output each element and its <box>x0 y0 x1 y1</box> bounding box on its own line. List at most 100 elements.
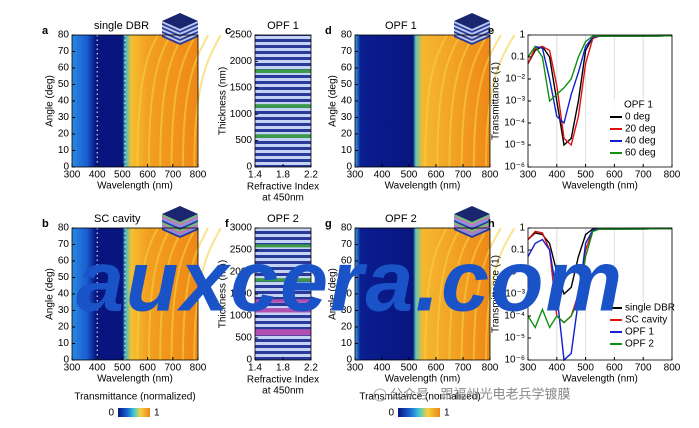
mode-band <box>147 34 172 168</box>
x-tick-label: 1.8 <box>276 363 290 374</box>
y-tick-label: 50 <box>58 272 70 283</box>
heatmap <box>355 228 490 360</box>
heatmap <box>72 228 198 360</box>
y-tick-label: 60 <box>58 256 70 267</box>
x-axis-label: Wavelength (nm) <box>562 181 638 192</box>
panel-letter: d <box>325 25 332 37</box>
y-tick-label: 3000 <box>230 223 253 234</box>
x-tick-label: 700 <box>164 363 181 374</box>
y-axis-label: Thickness (nm) <box>218 260 229 328</box>
layer-band <box>255 308 311 313</box>
inset-layer <box>454 31 490 41</box>
x-tick-label: 500 <box>114 363 131 374</box>
y-tick-label: 10⁻² <box>505 74 525 85</box>
x-tick-label: 500 <box>114 170 131 181</box>
y-tick-label: 80 <box>341 30 353 41</box>
y-axis-label: Thickness (nm) <box>218 67 229 135</box>
y-tick-label: 20 <box>58 322 70 333</box>
watermark: auxcera.com <box>76 234 624 330</box>
legend-label: SC cavity <box>625 315 667 326</box>
panel-title: OPF 2 <box>267 213 299 225</box>
inset-layer <box>162 29 198 39</box>
y-tick-label: 80 <box>341 223 353 234</box>
y-tick-label: 10⁻⁵ <box>504 333 525 344</box>
y-tick-label: 20 <box>58 129 70 140</box>
y-tick-label: 10⁻⁶ <box>504 355 525 366</box>
y-tick-label: 30 <box>341 112 353 123</box>
y-tick-label: 10⁻³ <box>505 96 525 107</box>
inset-layer <box>454 25 490 35</box>
legend-label: 60 deg <box>625 148 656 159</box>
y-tick-label: 10⁻⁶ <box>504 162 525 173</box>
watermark-source: 公众号 · 跟福州光电老兵学镀膜 <box>390 386 571 401</box>
inset-layer <box>162 23 198 33</box>
y-tick-label: 10⁻³ <box>505 289 525 300</box>
inset-top <box>162 13 198 29</box>
legend-label: single DBR <box>625 303 675 314</box>
mode-band <box>136 227 159 361</box>
y-axis-label: Angle (deg) <box>328 268 339 320</box>
inset-layer <box>162 226 198 236</box>
inset-layer <box>454 35 490 45</box>
inset-layer <box>162 216 198 226</box>
x-tick-label: 600 <box>428 363 445 374</box>
layer-band <box>255 134 311 138</box>
inset-layer <box>454 216 490 226</box>
x-axis-label: at 450nm <box>262 386 304 397</box>
x-tick-label: 1.4 <box>248 170 262 181</box>
series-line <box>527 34 673 103</box>
legend-title: OPF 1 <box>624 100 653 111</box>
mode-band <box>436 227 462 361</box>
y-tick-label: 2500 <box>230 245 253 256</box>
series-line <box>527 227 672 330</box>
inset-layer <box>162 35 198 45</box>
y-tick-label: 10⁻⁵ <box>504 140 525 151</box>
legend-label: 0 deg <box>625 112 650 123</box>
x-tick-label: 2.2 <box>304 363 318 374</box>
y-axis-label: Transmittance (1) <box>491 255 502 333</box>
x-axis-label: Wavelength (nm) <box>97 181 173 192</box>
x-tick-label: 600 <box>139 170 156 181</box>
inset-layer <box>454 23 490 33</box>
x-tick-label: 500 <box>577 170 594 181</box>
y-tick-label: 50 <box>341 272 353 283</box>
inset-layer <box>162 31 198 41</box>
mode-band <box>136 34 159 168</box>
y-tick-label: 70 <box>58 46 70 57</box>
panel-letter: c <box>225 25 231 37</box>
layer-band <box>255 244 311 248</box>
y-tick-label: 60 <box>341 63 353 74</box>
legend-box <box>607 302 671 357</box>
y-tick-label: 0 <box>246 162 252 173</box>
x-tick-label: 500 <box>401 170 418 181</box>
layer-stack <box>255 35 311 167</box>
inset-layer <box>162 224 198 234</box>
y-tick-label: 2000 <box>230 56 253 67</box>
y-tick-label: 10 <box>58 145 70 156</box>
x-tick-label: 300 <box>520 170 537 181</box>
y-tick-label: 20 <box>341 322 353 333</box>
y-tick-label: 60 <box>341 256 353 267</box>
inset-top <box>454 13 490 29</box>
y-tick-label: 1000 <box>230 311 253 322</box>
legend-label: 20 deg <box>625 124 656 135</box>
mode-band <box>193 227 222 361</box>
y-tick-label: 50 <box>341 79 353 90</box>
panel-title: OPF 1 <box>385 20 417 32</box>
y-axis-label: Transmittance (1) <box>491 62 502 140</box>
mode-band <box>484 34 516 168</box>
panel-letter: g <box>325 218 332 230</box>
y-tick-label: 20 <box>341 129 353 140</box>
layer-band <box>255 329 311 336</box>
inset-layer <box>162 33 198 43</box>
x-tick-label: 400 <box>374 170 391 181</box>
heatmap <box>355 35 490 167</box>
y-tick-label: 30 <box>58 305 70 316</box>
mode-band <box>424 34 448 168</box>
x-tick-label: 700 <box>164 170 181 181</box>
inset-layer <box>454 228 490 238</box>
y-tick-label: 40 <box>58 289 70 300</box>
panel-letter: a <box>42 25 49 37</box>
y-tick-label: 10⁻⁴ <box>504 118 525 129</box>
